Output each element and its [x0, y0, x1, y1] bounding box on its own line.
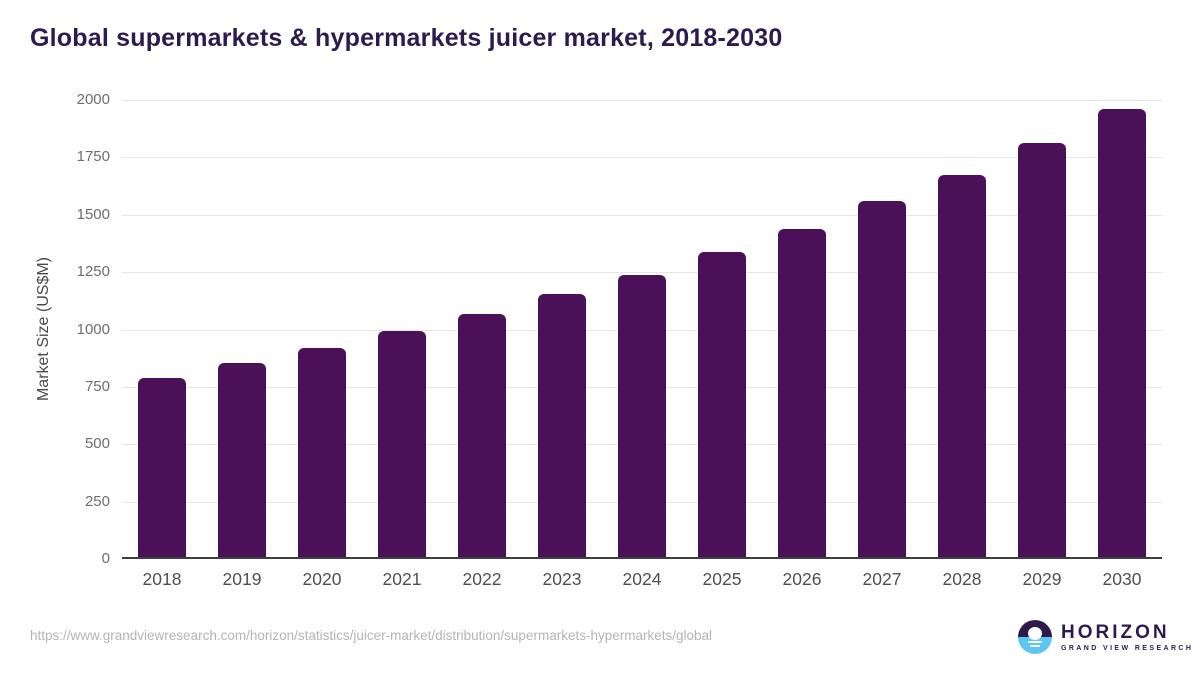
gridline-1750	[122, 157, 1162, 159]
chart-title: Global supermarkets & hypermarkets juice…	[30, 24, 783, 52]
x-tick-label-2029: 2029	[1022, 569, 1062, 589]
x-tick-label-2019: 2019	[222, 569, 262, 589]
plot-area: 0 250 500 750 1000 1250 1500 1750 2000 2018 2019 20…	[77, 91, 1162, 589]
gridline-1500	[122, 214, 1162, 216]
x-tick-label-2024: 2024	[622, 569, 662, 589]
x-tick-label-2022: 2022	[462, 569, 502, 589]
horizon-sun-icon	[1018, 620, 1052, 654]
y-tick-label-1000: 1000	[76, 320, 110, 338]
reflection-stripe	[1028, 641, 1042, 643]
bar-2019	[218, 363, 266, 557]
y-tick-label-1250: 1250	[76, 263, 110, 281]
bar-2018	[138, 378, 186, 557]
bar-2028	[938, 174, 986, 557]
x-tick-label-2027: 2027	[862, 569, 902, 589]
y-tick-label-2000: 2000	[76, 91, 110, 108]
y-tick-label-0: 0	[101, 550, 110, 567]
bar-2023	[538, 294, 586, 557]
x-tick-label-2018: 2018	[142, 569, 182, 589]
bar-2026	[778, 228, 826, 557]
reflection-stripe	[1030, 645, 1040, 647]
chart-area: Market Size (US$M) 0 250 500 750 1000 1250 150…	[0, 75, 1200, 595]
x-tick-label-2020: 2020	[302, 569, 342, 589]
bar-2020	[298, 348, 346, 557]
bar-2029	[1018, 142, 1066, 557]
y-tick-label-500: 500	[84, 435, 110, 453]
sun-cutout-shape	[1028, 627, 1042, 640]
x-tick-label-2026: 2026	[782, 569, 822, 589]
gridline-2000	[122, 100, 1162, 101]
x-tick-label-2028: 2028	[942, 569, 982, 589]
y-axis-title: Market Size (US$M)	[35, 256, 52, 402]
x-tick-label-2030: 2030	[1102, 569, 1142, 589]
bar-2024	[618, 274, 666, 557]
bar-2021	[378, 330, 426, 557]
y-tick-label-750: 750	[84, 377, 110, 395]
x-tick-label-2023: 2023	[542, 569, 582, 589]
source-url: https://www.grandviewresearch.com/horizo…	[30, 628, 713, 643]
horizon-logo: HORIZON GRAND VIEW RESEARCH	[1018, 620, 1193, 654]
bar-2022	[458, 313, 506, 557]
logo-brand-name: HORIZON	[1061, 621, 1170, 643]
bar-2027	[858, 201, 906, 557]
bar-2030	[1098, 109, 1146, 557]
y-tick-label-1750: 1750	[76, 148, 110, 166]
x-tick-label-2021: 2021	[382, 569, 422, 589]
footer: https://www.grandviewresearch.com/horizo…	[0, 600, 1200, 675]
logo-brand-subtitle: GRAND VIEW RESEARCH	[1061, 644, 1194, 652]
y-tick-label-250: 250	[84, 492, 110, 510]
gridline-1250	[122, 272, 1162, 274]
logo-text: HORIZON GRAND VIEW RESEARCH	[1061, 621, 1194, 652]
x-tick-label-2025: 2025	[702, 569, 742, 589]
y-tick-label-1500: 1500	[76, 205, 110, 223]
bar-2025	[698, 251, 746, 557]
